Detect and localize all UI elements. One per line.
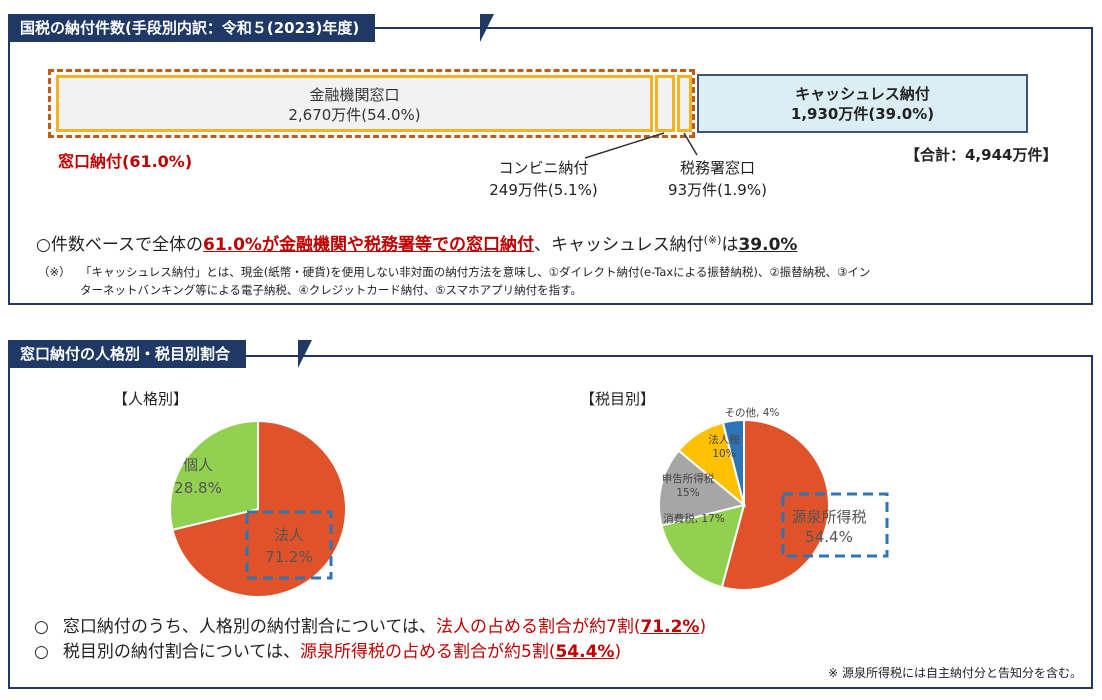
pie-tax-value-corporate: 10%: [712, 448, 735, 460]
withholding-note: ※ 源泉所得税には自主納付分と告知分を含む。: [828, 666, 1082, 680]
pie-tax-slice-other: [721, 418, 745, 506]
bank-segment: 金融機関窓口 2,670万件(54.0%): [56, 75, 653, 132]
pie-tax-highlight-box: [781, 492, 889, 558]
summary2-close: ): [614, 642, 622, 662]
convenience-value: 249万件(5.1%): [489, 181, 598, 199]
tax-office-leader-line: [683, 132, 698, 156]
bank-value: 2,670万件(54.0%): [288, 106, 421, 124]
pie-person-slice-corporate: [171, 419, 348, 598]
pie-person-label-individual: 個人: [183, 456, 213, 474]
leader-lines: [584, 132, 698, 159]
footnote-mark: （※）: [38, 265, 71, 279]
summary2-line: ○ 税目別の納付割合については、源泉所得税の占める割合が約5割(54.4%): [34, 637, 621, 662]
summary-highlight: 61.0%が金融機関や税務署等での窓口納付: [202, 235, 534, 255]
pie-person-slice-individual: [169, 419, 259, 532]
section-counter-breakdown-title: 窓口納付の人格別・税目別割合: [8, 340, 247, 368]
pie-person-highlight-box: [245, 510, 333, 580]
cashless-value: 1,930万件(39.0%): [790, 105, 935, 123]
counter-total-label: 窓口納付(61.0%): [58, 152, 193, 171]
pie-tax-value-withholding: 54.4%: [805, 528, 853, 546]
summary-note-mark: (※): [703, 233, 722, 247]
summary1-pct: 71.2%: [640, 617, 700, 637]
convenience-label: コンビニ納付: [498, 159, 589, 177]
summary2-text: 税目別の納付割合については、: [62, 642, 300, 662]
footnote-line1: 「キャッシュレス納付」とは、現金(紙幣・硬貨)を使用しない非対面の納付方法を意味…: [80, 265, 871, 279]
pie-tax-label-income: 申告所得税: [662, 472, 715, 485]
summary-prefix: ○件数ベースで全体の: [36, 235, 203, 255]
title-tab-corner-2: [298, 340, 312, 368]
convenience-leader-line: [584, 132, 665, 159]
title-tab-corner: [480, 14, 494, 42]
pie-tax-label-consumption: 消費税, 17%: [663, 512, 725, 525]
section-counts-title: 国税の納付件数(手段別内訳：令和５(2023)年度): [8, 14, 376, 42]
counter-payment-dashed-box: [48, 69, 695, 138]
pie-tax-slice-income: [658, 449, 747, 527]
cashless-label: キャッシュレス納付: [795, 85, 930, 103]
pie-tax-slice-consumption: [660, 503, 746, 589]
bank-label: 金融機関窓口: [309, 86, 400, 104]
tax-office-label: 税務署窓口: [679, 159, 755, 177]
footnote-line2: ターネットバンキング等による電子納税、④クレジットカード納付、⑤スマホアプリ納付…: [80, 283, 583, 297]
cashless-segment: キャッシュレス納付 1,930万件(39.0%): [697, 74, 1028, 133]
pie-tax-label-withholding: 源泉所得税: [791, 508, 866, 526]
summary1-highlight: 法人の占める割合が約7割(: [436, 617, 641, 637]
total-label: 【合計：4,944万件】: [905, 146, 1058, 164]
tax-office-segment: [677, 75, 692, 132]
summary1-bullet: ○: [34, 617, 49, 637]
pie-person-value-individual: 28.8%: [174, 479, 222, 497]
summary2-pct: 54.4%: [555, 642, 615, 662]
summary2-bullet: ○: [34, 642, 49, 662]
convenience-segment: [655, 75, 675, 132]
pie-tax-label-other: その他, 4%: [725, 406, 780, 419]
summary1-close: ): [699, 617, 707, 637]
person-heading: 【人格別】: [113, 390, 189, 408]
summary1-line: ○ 窓口納付のうち、人格別の納付割合については、法人の占める割合が約7割(71.2…: [34, 612, 706, 637]
section-counts-box: [8, 27, 1093, 305]
summary1-text: 窓口納付のうち、人格別の納付割合については、: [62, 617, 436, 637]
section-counter-breakdown-box: [8, 355, 1093, 689]
tax-office-value: 93万件(1.9%): [668, 181, 767, 199]
summary-line: ○件数ベースで全体の61.0%が金融機関や税務署等での窓口納付、キャッシュレス納…: [36, 230, 797, 255]
pie-person-value-corporate: 71.2%: [265, 548, 313, 566]
pie-person-label-corporate: 法人: [274, 526, 304, 544]
pie-tax-slice-withholding: [720, 418, 830, 591]
pie-tax-value-income: 15%: [676, 487, 699, 499]
summary-cashless-pct: 39.0%: [738, 235, 798, 255]
summary2-highlight: 源泉所得税の占める割合が約5割(: [300, 642, 556, 662]
summary-is: は: [721, 235, 739, 255]
pie-tax-label-corporate: 法人税: [708, 433, 740, 446]
taxitem-heading: 【税目別】: [580, 390, 656, 408]
summary-middle: 、キャッシュレス納付: [533, 235, 704, 255]
